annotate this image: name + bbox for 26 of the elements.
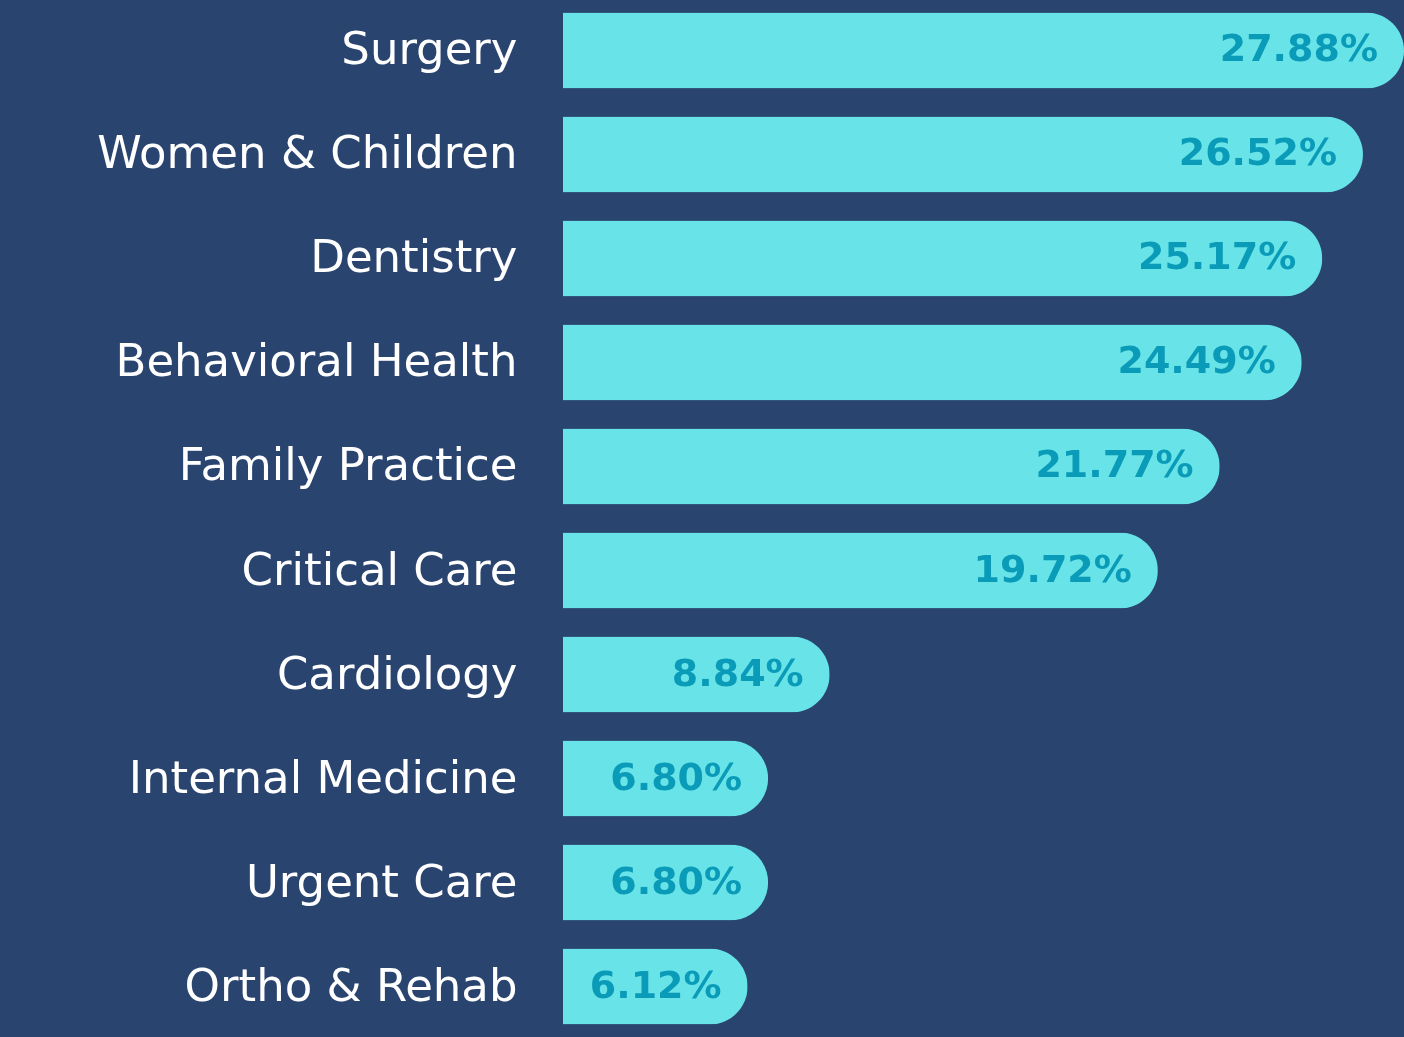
y-tick-label: Surgery — [341, 22, 518, 76]
data-label: 8.84% — [671, 650, 804, 695]
bar — [563, 324, 1302, 401]
y-tick-label: Family Practice — [178, 438, 518, 492]
bar — [563, 532, 1158, 609]
bar — [563, 428, 1220, 505]
data-label: 6.80% — [610, 858, 743, 903]
data-label: 6.80% — [610, 754, 743, 799]
y-tick-label: Urgent Care — [245, 854, 518, 908]
data-label: 19.72% — [973, 546, 1132, 591]
y-tick-label: Dentistry — [310, 230, 518, 284]
y-tick-label: Cardiology — [276, 646, 518, 700]
data-label: 27.88% — [1219, 26, 1378, 71]
bar — [563, 220, 1323, 297]
data-label: 26.52% — [1178, 130, 1337, 175]
y-tick-label: Critical Care — [241, 542, 518, 596]
data-label: 21.77% — [1035, 442, 1194, 487]
bar — [563, 12, 1404, 89]
y-tick-label: Women & Children — [97, 126, 518, 180]
y-tick-label: Behavioral Health — [115, 334, 518, 388]
y-tick-label: Internal Medicine — [128, 750, 518, 804]
bar — [563, 116, 1363, 193]
data-label: 25.17% — [1137, 234, 1297, 279]
y-tick-label: Ortho & Rehab — [184, 958, 518, 1012]
data-label: 24.49% — [1117, 338, 1276, 383]
data-label: 6.12% — [589, 962, 722, 1007]
